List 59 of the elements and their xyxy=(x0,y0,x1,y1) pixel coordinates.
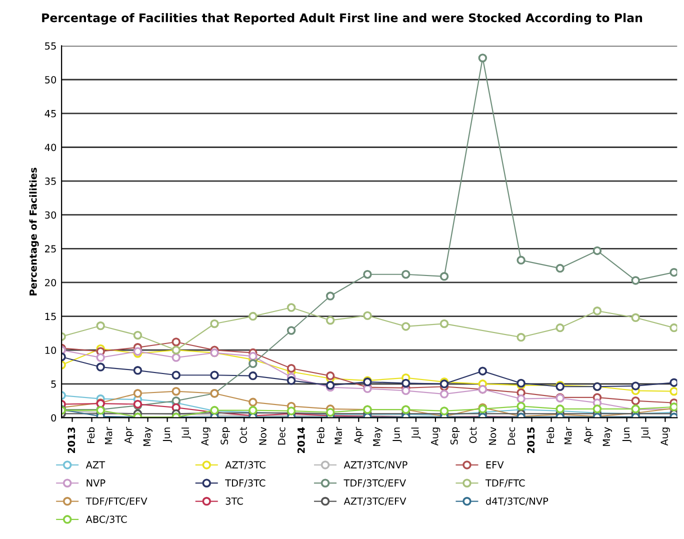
x-tick-label: Aug xyxy=(431,428,440,446)
x-tick-label: Dec xyxy=(278,427,286,445)
x-tick-label: May xyxy=(373,427,382,446)
legend-label: TDF/FTC/EFV xyxy=(86,497,148,506)
x-tick-label: Feb xyxy=(546,427,554,444)
x-tick-label: Nov xyxy=(488,427,496,445)
x-tick-label: Jun xyxy=(392,428,402,442)
x-tick-label: 2013 xyxy=(68,428,76,454)
x-tick-label: Jul xyxy=(411,428,421,439)
legend-label: NVP xyxy=(86,479,106,487)
legend-label: AZT/3TC/EFV xyxy=(344,497,406,506)
x-tick-label: Jul xyxy=(640,428,650,439)
legend-label: TDF/FTC xyxy=(485,479,525,488)
x-tick-label: Mar xyxy=(104,426,112,444)
x-tick-label: Dec xyxy=(508,427,516,445)
x-tick-label: Nov xyxy=(259,427,266,445)
x-tick-label: Feb xyxy=(87,427,95,444)
x-tick-label: Jun xyxy=(162,428,172,442)
y-tick-label: 5 xyxy=(51,380,56,388)
x-tick-label: Apr xyxy=(124,426,134,444)
x-tick-label: 2015 xyxy=(527,427,535,454)
y-tick-label: 45 xyxy=(44,110,56,118)
x-tick-label: Mar xyxy=(564,426,572,444)
chart-title: Percentage of Facilities that Reported Adult First line and were Stocked According to Plan xyxy=(42,13,642,25)
x-tick-label: May xyxy=(602,427,612,446)
x-tick-label: Oct xyxy=(469,426,477,444)
legend-label: d4T/3TC/NVP xyxy=(486,497,548,506)
x-tick-label: Sep xyxy=(220,427,230,444)
y-tick-label: 40 xyxy=(44,144,56,152)
x-tick-label: 2014 xyxy=(297,427,305,454)
y-tick-label: 50 xyxy=(45,76,56,84)
legend-label: EFV xyxy=(486,461,504,468)
legend-label: TDF/3TC/EFV xyxy=(344,479,406,488)
x-tick-label: Aug xyxy=(660,428,670,446)
x-tick-label: Jun xyxy=(622,428,632,442)
x-tick-label: May xyxy=(143,427,152,446)
y-tick-label: 25 xyxy=(45,245,56,253)
x-tick-label: Apr xyxy=(584,426,594,444)
x-tick-label: Mar xyxy=(334,426,342,444)
legend-label: 3TC xyxy=(226,497,243,505)
legend-label: ABC/3TC xyxy=(86,516,127,524)
x-tick-label: Feb xyxy=(316,427,324,444)
y-tick-label: 20 xyxy=(45,278,56,286)
y-axis-title: Percentage of Facilities xyxy=(29,168,39,296)
y-tick-label: 55 xyxy=(45,42,56,50)
x-tick-label: Oct xyxy=(240,426,247,444)
legend-label: AZT/3TC/NVP xyxy=(344,461,408,470)
y-tick-label: 35 xyxy=(45,178,56,185)
y-tick-label: 15 xyxy=(45,312,56,320)
y-tick-label: 30 xyxy=(45,211,56,219)
x-tick-label: Jul xyxy=(181,428,191,439)
x-tick-label: Sep xyxy=(450,427,460,444)
legend-label: AZT/3TC xyxy=(225,461,266,470)
legend-label: AZT xyxy=(86,461,106,468)
x-tick-label: Aug xyxy=(201,428,210,446)
x-tick-label: Apr xyxy=(354,426,364,444)
y-tick-label: 10 xyxy=(45,346,56,354)
y-tick-label: 0 xyxy=(51,414,56,422)
legend-label: TDF/3TC xyxy=(225,479,266,488)
